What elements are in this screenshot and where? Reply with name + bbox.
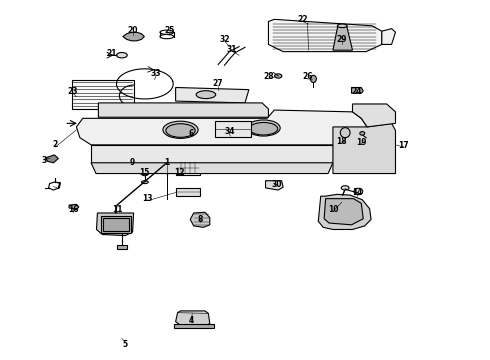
Bar [101,216,131,233]
Ellipse shape [249,122,278,135]
Ellipse shape [274,74,282,78]
Text: 12: 12 [174,168,184,177]
Text: 4: 4 [189,316,194,325]
Polygon shape [333,123,395,174]
Text: 9: 9 [130,158,135,167]
Ellipse shape [247,120,280,136]
Bar [72,80,134,109]
Polygon shape [190,212,210,227]
Ellipse shape [340,128,350,138]
Text: 29: 29 [337,35,347,44]
Polygon shape [324,199,363,225]
Bar [175,188,200,196]
Text: 31: 31 [226,45,237,54]
Text: 15: 15 [140,168,150,177]
Text: 23: 23 [68,86,78,95]
Polygon shape [175,311,210,326]
Text: 3: 3 [41,156,47,165]
Polygon shape [382,29,395,44]
Text: 18: 18 [337,137,347,146]
Text: 26: 26 [302,72,313,81]
Polygon shape [175,87,249,103]
Text: 20: 20 [127,26,138,35]
Text: 17: 17 [398,141,409,150]
Text: 1: 1 [164,158,170,167]
Bar [103,218,129,231]
Text: 10: 10 [328,205,338,214]
Text: 8: 8 [197,215,203,224]
Text: 25: 25 [164,26,174,35]
Ellipse shape [142,181,148,184]
Ellipse shape [354,188,363,195]
Ellipse shape [141,168,149,176]
Text: 30: 30 [271,180,282,189]
Ellipse shape [337,24,347,28]
Text: 27: 27 [213,80,223,89]
Polygon shape [117,245,127,249]
Text: 2: 2 [53,140,58,149]
Polygon shape [46,155,58,163]
Text: 6: 6 [189,129,194,138]
Text: 11: 11 [112,205,122,214]
Bar [215,121,251,137]
Text: 32: 32 [219,35,230,44]
Polygon shape [318,194,371,229]
Text: 34: 34 [224,127,235,136]
Polygon shape [123,32,145,41]
Text: 21: 21 [107,49,117,58]
Polygon shape [76,110,367,145]
Ellipse shape [360,132,365,135]
Text: 19: 19 [356,138,367,147]
Bar [174,324,214,328]
Text: 7: 7 [56,182,61,191]
Polygon shape [333,26,352,50]
Polygon shape [351,87,363,93]
Text: 33: 33 [151,69,161,78]
Ellipse shape [166,124,195,137]
Text: 16: 16 [68,205,78,214]
Ellipse shape [117,53,127,58]
Polygon shape [97,213,134,235]
Text: 24: 24 [351,86,362,95]
Polygon shape [91,145,333,163]
Text: 5: 5 [122,340,128,349]
Ellipse shape [311,75,317,82]
Polygon shape [266,181,283,190]
Text: 14: 14 [352,188,363,197]
Polygon shape [91,163,333,174]
Text: 22: 22 [297,15,308,24]
Text: 13: 13 [142,194,152,203]
Bar [175,161,200,175]
Polygon shape [269,19,382,51]
Polygon shape [98,103,269,117]
Ellipse shape [163,121,198,138]
Ellipse shape [196,91,216,99]
Ellipse shape [341,186,349,190]
Polygon shape [352,104,395,127]
Text: 28: 28 [263,72,274,81]
Polygon shape [69,204,79,210]
Ellipse shape [160,35,173,39]
